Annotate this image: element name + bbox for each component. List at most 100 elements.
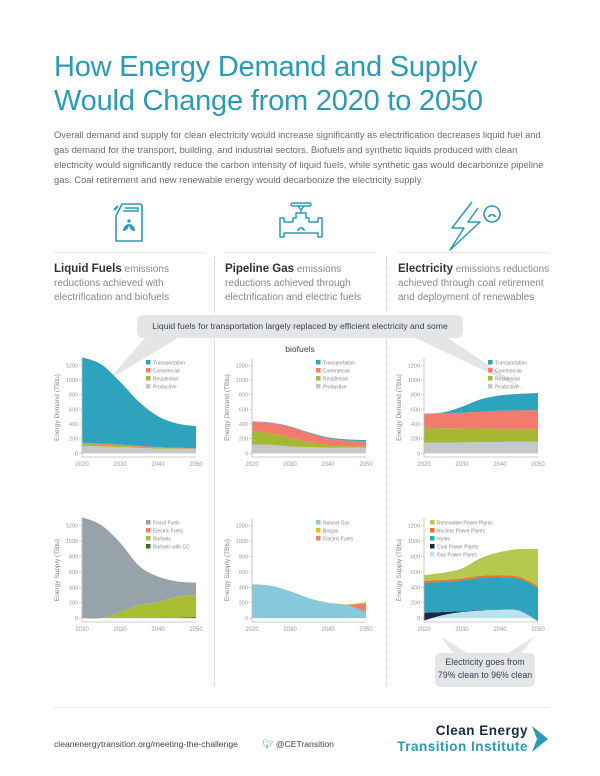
area-renewable-power-plants (424, 548, 538, 587)
column-heading: Pipeline Gas (225, 263, 295, 275)
x-tick-label: 2030 (455, 462, 469, 468)
website-link[interactable]: cleanenergytransition.org/meeting-the-ch… (54, 739, 238, 749)
x-tick-label: 2020 (245, 627, 259, 633)
legend-label: Hydro (437, 536, 451, 542)
x-tick-label: 2030 (283, 462, 297, 468)
legend-label: Biofuels (153, 536, 171, 542)
legend-label: Renewable Power Plants (437, 520, 493, 526)
area-productive (82, 446, 196, 454)
area-residential (82, 444, 196, 450)
divider (398, 252, 548, 253)
y-tick-label: 0 (417, 616, 420, 622)
y-tick-label: 200 (69, 437, 78, 443)
x-tick-label: 2030 (455, 627, 469, 633)
legend-swatch (488, 384, 493, 389)
legend-label: Productive (323, 384, 347, 390)
lightning-leaf-icon (449, 201, 501, 251)
legend-swatch (146, 536, 151, 541)
y-tick-label: 0 (75, 451, 78, 457)
x-tick-label: 2020 (417, 627, 431, 633)
twitter-handle-link[interactable]: 🐦︎ @CETransition (262, 739, 334, 750)
legend-swatch (146, 376, 151, 381)
legend-label: Electric Fuels (323, 536, 354, 542)
y-tick-label: 800 (411, 393, 420, 399)
legend-label: Productive (153, 384, 177, 390)
y-tick-label: 400 (69, 422, 78, 428)
y-tick-label: 1000 (408, 378, 420, 384)
x-tick-label: 2040 (321, 627, 335, 633)
column-separator (214, 256, 215, 686)
legend-swatch (488, 360, 493, 365)
y-tick-label: 1200 (236, 363, 248, 369)
area-commercial (424, 410, 538, 430)
y-tick-label: 1000 (236, 539, 248, 545)
chart-pipeline-gas-supply: 0 200 400 600 800 1000 1200 2020 2030 2040 2050 Ene… (224, 518, 373, 633)
x-tick-label: 2020 (417, 462, 431, 468)
title-line-2: Would Change from 2020 to 2050 (54, 85, 483, 117)
page-title: How Energy Demand and Supply Would Chang… (54, 50, 574, 118)
area-productive (424, 441, 538, 454)
y-tick-label: 0 (417, 451, 420, 457)
y-tick-label: 1000 (236, 378, 248, 384)
y-tick-label: 1200 (408, 363, 420, 369)
legend-swatch (146, 520, 151, 525)
logo-arrow-icon (532, 726, 548, 752)
x-tick-label: 2020 (75, 627, 89, 633)
footer-divider (54, 707, 550, 708)
legend-label: Productive (495, 384, 519, 390)
x-tick-label: 2050 (359, 627, 373, 633)
x-tick-label: 2020 (245, 462, 259, 468)
y-tick-label: 1200 (66, 363, 78, 369)
x-tick-label: 2050 (189, 627, 203, 633)
legend-label: Transportation (153, 360, 185, 366)
callout-pointer-right (415, 338, 526, 390)
legend-swatch (430, 528, 435, 533)
y-tick-label: 600 (69, 407, 78, 413)
y-tick-label: 400 (411, 585, 420, 591)
x-tick-label: 2050 (189, 462, 203, 468)
y-tick-label: 800 (69, 555, 78, 561)
logo-line-1: Clean Energy (435, 723, 528, 738)
y-axis-label: Energy Supply (TBtu) (54, 539, 61, 601)
area-transportation (82, 357, 196, 449)
y-tick-label: 600 (239, 407, 248, 413)
area-residential (424, 428, 538, 443)
x-tick-label: 2050 (359, 462, 373, 468)
y-axis-label: Energy Supply (TBtu) (396, 539, 403, 601)
column-text: emissions reductions achieved through co… (398, 264, 550, 303)
legend-swatch (488, 376, 493, 381)
title-line-1: How Energy Demand and Supply (54, 51, 478, 83)
area-transportation (424, 392, 538, 414)
x-tick-label: 2040 (151, 462, 165, 468)
legend-swatch (430, 520, 435, 525)
legend-label: Residential (153, 376, 178, 382)
area-biofuels (82, 595, 196, 619)
y-tick-label: 0 (75, 616, 78, 622)
y-tick-label: 600 (239, 570, 248, 576)
y-tick-label: 1000 (66, 539, 78, 545)
column-description-liquid-fuels: Liquid Fuels emissions reductions achiev… (54, 262, 214, 305)
legend-swatch (316, 536, 321, 541)
x-tick-label: 2030 (113, 627, 127, 633)
x-tick-label: 2030 (113, 462, 127, 468)
legend-label: Commercial (495, 368, 522, 374)
area-productive (252, 444, 366, 454)
y-tick-label: 400 (239, 585, 248, 591)
area-commercial (82, 442, 196, 449)
area-fossil-fuels (82, 517, 196, 619)
legend-label: Transportation (495, 360, 527, 366)
x-tick-label: 2040 (493, 627, 507, 633)
legend-label: Fossil Fuels (153, 520, 180, 526)
legend-label: Coal Power Plants (437, 544, 479, 550)
y-tick-label: 1200 (236, 524, 248, 530)
divider (54, 252, 204, 253)
x-tick-label: 2040 (493, 462, 507, 468)
y-tick-label: 1200 (66, 524, 78, 530)
column-text: emissions reductions achieved with elect… (54, 264, 170, 303)
chart-electricity-supply: 0 200 400 600 800 1000 1200 2020 2030 2040 2050 Ene… (396, 518, 545, 633)
legend-swatch (488, 368, 493, 373)
area-commercial (252, 421, 366, 447)
y-tick-label: 0 (245, 451, 248, 457)
area-gas-power-plants (424, 609, 538, 622)
area-nuclear-power-plants (424, 575, 538, 588)
